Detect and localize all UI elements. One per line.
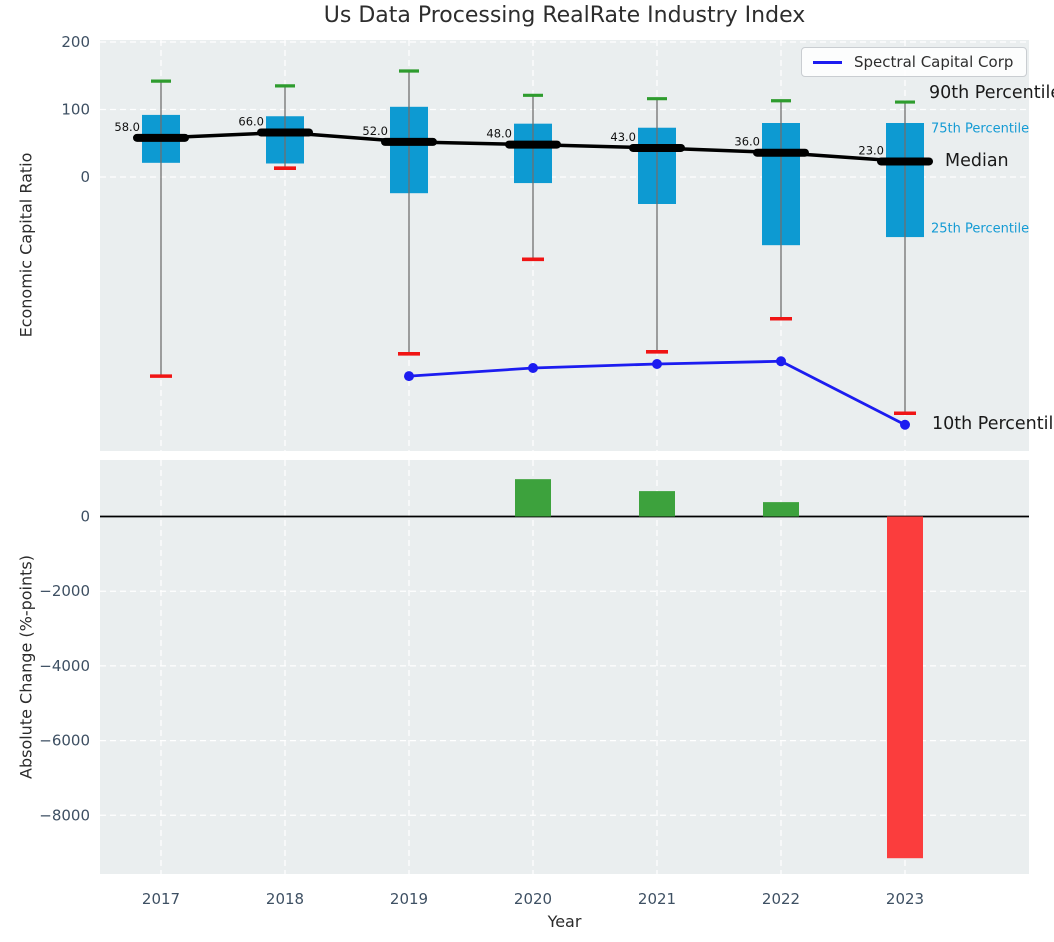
- annotation-median: Median: [945, 151, 1009, 171]
- median-marker-2022: [753, 148, 809, 157]
- x-axis-label: Year: [547, 912, 582, 931]
- median-value-label: 52.0: [362, 124, 388, 138]
- company-line-marker: [652, 358, 662, 369]
- x-tick-label: 2018: [266, 890, 304, 908]
- legend-label: Spectral Capital Corp: [854, 53, 1014, 71]
- median-marker-2021: [629, 143, 685, 152]
- annotation-75th-percentile: 75th Percentile: [931, 121, 1030, 137]
- company-line-marker: [776, 356, 786, 367]
- bottom-y-tick-label: −6000: [39, 732, 90, 750]
- median-marker-2023: [877, 157, 933, 166]
- annotation-90th-percentile: 90th Percentile: [929, 83, 1054, 103]
- median-value-label: 43.0: [610, 130, 636, 144]
- median-value-label: 58.0: [114, 120, 140, 134]
- median-value-label: 36.0: [734, 135, 760, 149]
- median-marker-2017: [133, 133, 189, 142]
- bottom-y-tick-label: −2000: [39, 582, 90, 600]
- bottom-y-axis-label: Absolute Change (%-points): [16, 555, 36, 779]
- bottom-y-tick-label: 0: [80, 508, 90, 526]
- top-y-tick-label: 0: [80, 168, 90, 186]
- median-value-label: 23.0: [858, 143, 884, 157]
- change-bar-2022: [763, 502, 799, 517]
- x-tick-label: 2023: [886, 890, 924, 908]
- median-value-label: 66.0: [238, 114, 264, 128]
- median-marker-2019: [381, 137, 437, 146]
- x-tick-label: 2021: [638, 890, 676, 908]
- top-y-tick-label: 100: [61, 101, 90, 119]
- change-bar-2023: [887, 516, 923, 859]
- x-tick-label: 2017: [142, 890, 180, 908]
- chart-title: Us Data Processing RealRate Industry Ind…: [323, 3, 806, 28]
- top-y-axis-label: Economic Capital Ratio: [16, 152, 36, 338]
- bottom-y-tick-label: −4000: [39, 657, 90, 675]
- median-value-label: 48.0: [486, 127, 512, 141]
- company-line-marker: [528, 363, 538, 374]
- annotation-25th-percentile: 25th Percentile: [931, 221, 1030, 237]
- bottom-axes: [100, 460, 1029, 874]
- company-line-marker: [900, 419, 910, 430]
- median-marker-2018: [257, 128, 313, 137]
- top-y-tick-label: 200: [61, 33, 90, 51]
- annotation-10th-percentile: 10th Percentile: [932, 414, 1054, 434]
- change-bar-2021: [639, 491, 675, 517]
- top-axes: [100, 40, 1029, 451]
- median-marker-2020: [505, 140, 561, 149]
- x-tick-label: 2019: [390, 890, 428, 908]
- legend-line-sample: [813, 60, 842, 64]
- bottom-y-tick-label: −8000: [39, 806, 90, 824]
- company-line-marker: [404, 371, 414, 382]
- x-tick-label: 2020: [514, 890, 552, 908]
- legend: Spectral Capital Corp: [801, 47, 1028, 77]
- x-tick-label: 2022: [762, 890, 800, 908]
- change-bar-2020: [515, 479, 551, 517]
